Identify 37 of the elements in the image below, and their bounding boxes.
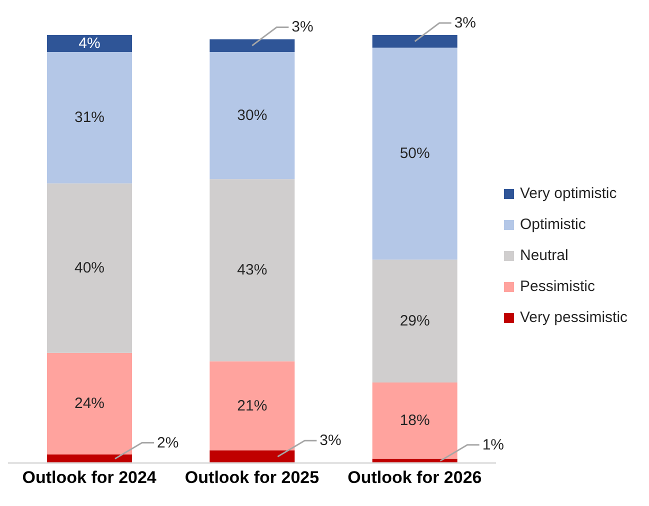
data-label: 29% <box>400 312 430 330</box>
data-label: 31% <box>74 109 105 126</box>
data-label: 1% <box>482 436 504 454</box>
legend-label: Very optimistic <box>520 185 617 202</box>
bar <box>210 52 295 180</box>
bar <box>372 48 458 260</box>
data-label: 21% <box>237 397 268 414</box>
bar <box>210 361 295 450</box>
legend-label: Optimistic <box>520 216 586 233</box>
bar <box>372 35 458 48</box>
legend-label: Very pessimistic <box>520 309 628 326</box>
data-label: 4% <box>78 34 100 52</box>
bar <box>47 52 132 184</box>
x-tick-label: Outlook for 2026 <box>348 468 482 488</box>
data-label: 3% <box>454 14 476 32</box>
bar <box>47 35 132 52</box>
data-label: 18% <box>400 412 430 430</box>
data-label: 3% <box>320 432 342 450</box>
bar <box>210 450 295 463</box>
data-label: 40% <box>74 260 105 277</box>
data-label: 43% <box>237 262 268 279</box>
bar <box>47 454 132 463</box>
x-tick-label: Outlook for 2024 <box>22 468 157 488</box>
bar <box>210 179 295 362</box>
bar <box>372 382 458 459</box>
bar <box>210 39 295 52</box>
data-label: 24% <box>74 395 105 412</box>
data-label: 50% <box>400 145 430 162</box>
x-tick-label: Outlook for 2025 <box>184 468 320 488</box>
data-label: 3% <box>292 18 314 36</box>
bar <box>47 183 132 353</box>
bar <box>372 260 458 382</box>
legend-label: Pessimistic <box>520 278 596 295</box>
legend-label: Neutral <box>520 247 568 264</box>
bar <box>47 352 132 455</box>
data-label: 2% <box>157 434 179 452</box>
data-label: 30% <box>237 107 268 124</box>
